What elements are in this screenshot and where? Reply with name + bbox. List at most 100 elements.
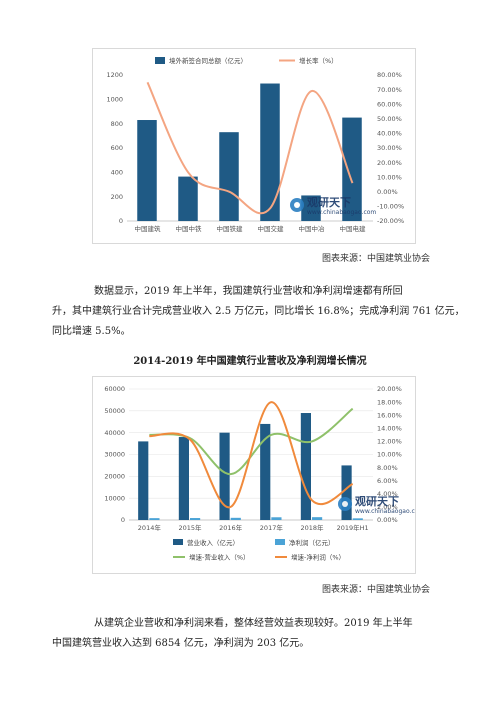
- bar: [219, 132, 239, 221]
- legend-revenue-label: 营业收入（亿元）: [187, 538, 239, 547]
- paragraph-1-line-2: 升，其中建筑行业合计完成营业收入 2.5 万亿元，同比增长 16.8%；完成净利…: [52, 306, 465, 317]
- bar: [178, 176, 198, 221]
- chart2-title: 2014-2019 年中国建筑行业营收及净利润增长情况: [133, 356, 367, 367]
- right-axis-tick-label: 6.00%: [377, 477, 398, 485]
- right-axis-tick-label: 16.00%: [377, 411, 402, 419]
- left-axis-tick-label: 40000: [104, 429, 125, 437]
- left-axis-tick-label: 1000: [106, 96, 123, 104]
- bar: [260, 423, 271, 520]
- paragraph-2-line-2: 中国建筑营业收入达到 6854 亿元，净利润为 203 亿元。: [52, 638, 310, 649]
- series-line: [146, 81, 354, 215]
- left-axis-tick-label: 20000: [104, 473, 125, 481]
- bar: [149, 518, 160, 520]
- left-axis-tick-label: 1200: [106, 71, 123, 79]
- right-axis-tick-label: 2.00%: [377, 503, 398, 511]
- right-axis-tick-label: 20.00%: [377, 159, 402, 167]
- category-label: 2015年: [178, 523, 202, 532]
- left-axis-tick-label: 200: [111, 193, 123, 201]
- revenue-profit-chart-svg: 0 10000 20000 30000 40000 50000 60000 0.00% 2.00…: [104, 385, 415, 562]
- overseas-contracts-chart-svg: 境外新签合同总额（亿元） 增长率（%） 0 200 400 600 800 1000 1200 -…: [106, 56, 404, 233]
- category-label: 中国中冶: [299, 224, 326, 233]
- left-axis-tick-label: 0: [119, 217, 123, 225]
- right-axis-tick-label: 20.00%: [377, 385, 402, 393]
- right-axis-tick-label: -10.00%: [377, 203, 404, 211]
- right-axis-tick-label: 10.00%: [377, 173, 402, 181]
- paragraph-2: 从建筑企业营收和净利润来看，整体经营效益表现较好。2019 年上半年 中国建筑营…: [52, 614, 462, 654]
- paragraph-1-line-3: 同比增速 5.5%。: [52, 326, 131, 337]
- bar: [190, 518, 201, 520]
- right-axis-tick-label: 10.00%: [377, 451, 402, 459]
- paragraph-2-line-1: 从建筑企业营收和净利润来看，整体经营效益表现较好。2019 年上半年: [94, 618, 413, 629]
- bar: [137, 120, 157, 221]
- left-axis-tick-label: 30000: [104, 451, 125, 459]
- watermark-logo-inner-icon: [294, 202, 300, 208]
- bar: [138, 441, 149, 520]
- bar: [230, 517, 241, 520]
- watermark-url: www.chinabaogao.com: [355, 508, 415, 515]
- right-axis-tick-label: 70.00%: [377, 86, 402, 94]
- right-axis-tick-label: 50.00%: [377, 115, 402, 123]
- category-label: 2017年: [260, 523, 284, 532]
- left-axis-tick-label: 800: [111, 120, 123, 128]
- watermark-logo-inner-icon: [342, 501, 348, 507]
- revenue-profit-chart: 0 10000 20000 30000 40000 50000 60000 0.00% 2.00…: [92, 376, 416, 574]
- legend-profit-swatch: [275, 539, 285, 545]
- right-axis-tick-label: 80.00%: [377, 71, 402, 79]
- right-axis-tick-label: 4.00%: [377, 490, 398, 498]
- series-line: [149, 401, 354, 508]
- legend-revenue-swatch: [173, 539, 183, 545]
- bar: [312, 517, 323, 520]
- chart2-source: 图表来源：中国建筑业协会: [322, 585, 431, 595]
- left-axis-tick-label: 0: [121, 516, 125, 524]
- right-axis-tick-label: 0.00%: [377, 516, 398, 524]
- right-axis-tick-label: 0.00%: [377, 188, 398, 196]
- right-axis-tick-label: 18.00%: [377, 398, 402, 406]
- chart1-legend: 境外新签合同总额（亿元） 增长率（%）: [155, 56, 338, 65]
- bar: [352, 518, 363, 520]
- bar: [301, 195, 321, 221]
- overseas-contracts-chart: 境外新签合同总额（亿元） 增长率（%） 0 200 400 600 800 1000 1200 -…: [92, 48, 416, 244]
- category-label: 中国中铁: [176, 224, 203, 233]
- watermark-text: 观研天下: [307, 196, 351, 209]
- bar: [341, 465, 352, 520]
- legend-profit-label: 净利润（亿元）: [289, 538, 335, 547]
- right-axis-tick-label: 40.00%: [377, 130, 402, 138]
- right-axis-tick-label: 12.00%: [377, 438, 402, 446]
- bar: [260, 83, 280, 221]
- right-axis-tick-label: 8.00%: [377, 464, 398, 472]
- left-axis-tick-label: 50000: [104, 407, 125, 415]
- legend-revenue-growth-label: 增速-营业收入（%）: [189, 553, 250, 562]
- left-axis-tick-label: 400: [111, 169, 123, 177]
- category-label: 2016年: [219, 523, 243, 532]
- bar: [300, 413, 311, 520]
- bar: [219, 432, 230, 520]
- right-axis-tick-label: 30.00%: [377, 144, 402, 152]
- category-label: 2019年H1: [337, 523, 369, 532]
- chart1-source: 图表来源：中国建筑业协会: [322, 254, 431, 264]
- legend-profit-growth-label: 增速-净利润（%）: [291, 553, 345, 562]
- category-label: 2014年: [138, 523, 162, 532]
- chart2-legend: 营业收入（亿元） 净利润（亿元） 增速-营业收入（%） 增速-净利润（%）: [173, 538, 345, 562]
- bar: [178, 437, 189, 520]
- watermark-text: 观研天下: [355, 495, 399, 508]
- legend-bar-swatch: [155, 57, 165, 64]
- paragraph-1-line-1: 数据显示，2019 年上半年，我国建筑行业营收和净利润增速都有所回: [94, 286, 403, 297]
- bar: [271, 517, 282, 520]
- watermark-url: www.chinabaogao.com: [307, 209, 376, 216]
- right-axis-tick-label: 14.00%: [377, 425, 402, 433]
- right-axis-tick-label: -20.00%: [377, 217, 404, 225]
- right-axis-tick-label: 60.00%: [377, 100, 402, 108]
- left-axis-tick-label: 600: [111, 144, 123, 152]
- left-axis-tick-label: 10000: [104, 494, 125, 502]
- bar: [342, 117, 362, 221]
- category-label: 2018年: [300, 523, 324, 532]
- category-label: 中国电建: [340, 224, 367, 233]
- legend-bar-label: 境外新签合同总额（亿元）: [169, 56, 247, 65]
- legend-line-label: 增长率（%）: [299, 56, 338, 65]
- category-label: 中国铁建: [217, 224, 244, 233]
- left-axis-tick-label: 60000: [104, 385, 125, 393]
- paragraph-1: 数据显示，2019 年上半年，我国建筑行业营收和净利润增速都有所回 升，其中建筑…: [52, 282, 465, 342]
- category-label: 中国建筑: [135, 224, 162, 233]
